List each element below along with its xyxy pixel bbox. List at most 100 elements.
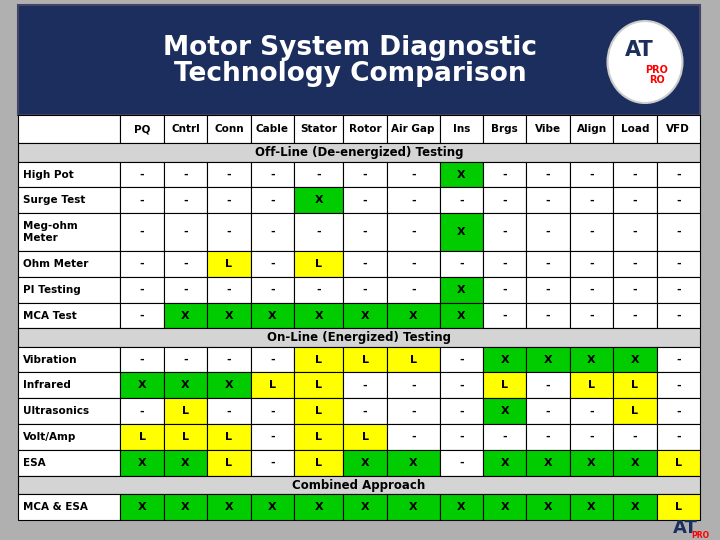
Text: L: L	[631, 406, 639, 416]
Text: -: -	[411, 227, 415, 237]
Text: X: X	[181, 381, 190, 390]
Text: X: X	[315, 310, 323, 321]
Bar	[18, 373, 120, 399]
Text: -: -	[503, 285, 507, 295]
Bar	[207, 115, 251, 144]
Bar	[483, 424, 526, 450]
Bar	[570, 187, 613, 213]
Bar	[526, 187, 570, 213]
Text: L: L	[182, 406, 189, 416]
Bar	[657, 115, 700, 144]
Text: -: -	[503, 259, 507, 269]
Bar	[613, 187, 657, 213]
Bar	[387, 450, 440, 476]
Bar	[613, 213, 657, 251]
Text: Air Gap: Air Gap	[392, 124, 435, 134]
Text: X: X	[361, 502, 369, 512]
Bar	[251, 494, 294, 520]
Text: -: -	[363, 259, 367, 269]
Text: X: X	[225, 381, 233, 390]
Text: -: -	[676, 195, 680, 205]
Text: -: -	[316, 227, 321, 237]
Bar	[613, 161, 657, 187]
Text: -: -	[589, 406, 594, 416]
Bar	[120, 115, 163, 144]
Text: Ultrasonics: Ultrasonics	[23, 406, 89, 416]
Bar	[570, 424, 613, 450]
Text: L: L	[631, 381, 639, 390]
Bar	[343, 373, 387, 399]
Text: L: L	[182, 432, 189, 442]
Bar	[120, 373, 163, 399]
Text: Align: Align	[577, 124, 607, 134]
Text: Vibration: Vibration	[23, 355, 78, 365]
Text: -: -	[363, 406, 367, 416]
Text: L: L	[315, 259, 322, 269]
Text: PI Testing: PI Testing	[23, 285, 81, 295]
Text: -: -	[270, 285, 274, 295]
Bar	[120, 213, 163, 251]
Bar	[387, 251, 440, 276]
Text: -: -	[227, 355, 231, 365]
Bar	[207, 187, 251, 213]
Bar	[526, 161, 570, 187]
Text: L: L	[315, 381, 322, 390]
Text: Stator: Stator	[300, 124, 337, 134]
Bar	[251, 424, 294, 450]
Text: PRO: PRO	[691, 530, 709, 539]
Bar	[387, 115, 440, 144]
Text: Meg-ohm
Meter: Meg-ohm Meter	[23, 221, 78, 243]
Text: -: -	[589, 227, 594, 237]
Bar	[657, 187, 700, 213]
Bar	[387, 187, 440, 213]
Bar	[440, 213, 483, 251]
Bar	[613, 494, 657, 520]
Text: -: -	[633, 227, 637, 237]
Bar	[163, 251, 207, 276]
Bar	[163, 213, 207, 251]
Bar	[440, 399, 483, 424]
Text: -: -	[140, 195, 145, 205]
Text: X: X	[544, 355, 552, 365]
Bar	[483, 187, 526, 213]
Text: L: L	[139, 432, 145, 442]
Bar	[207, 161, 251, 187]
Text: -: -	[589, 170, 594, 179]
Bar	[18, 187, 120, 213]
Text: X: X	[631, 502, 639, 512]
Text: -: -	[459, 458, 464, 468]
Bar	[163, 115, 207, 144]
Text: Brgs: Brgs	[492, 124, 518, 134]
Bar	[483, 251, 526, 276]
Text: -: -	[503, 170, 507, 179]
Text: -: -	[633, 310, 637, 321]
Bar	[483, 276, 526, 302]
Bar	[343, 115, 387, 144]
Bar	[613, 115, 657, 144]
Text: Technology Comparison: Technology Comparison	[174, 61, 526, 87]
Text: ESA: ESA	[23, 458, 45, 468]
Text: X: X	[631, 355, 639, 365]
Text: -: -	[633, 432, 637, 442]
Text: -: -	[589, 310, 594, 321]
Text: RO: RO	[649, 75, 665, 85]
Bar	[18, 399, 120, 424]
Bar	[120, 161, 163, 187]
Bar	[483, 347, 526, 373]
Bar	[163, 187, 207, 213]
Text: L: L	[269, 381, 276, 390]
Text: X: X	[544, 458, 552, 468]
Bar	[657, 373, 700, 399]
Bar	[18, 347, 120, 373]
Text: X: X	[457, 227, 466, 237]
Bar	[251, 399, 294, 424]
Bar	[387, 399, 440, 424]
Bar	[526, 276, 570, 302]
Bar	[657, 347, 700, 373]
Text: MCA Test: MCA Test	[23, 310, 77, 321]
Bar	[570, 213, 613, 251]
Bar	[440, 276, 483, 302]
Text: -: -	[546, 406, 551, 416]
Text: -: -	[363, 285, 367, 295]
Text: -: -	[183, 227, 188, 237]
